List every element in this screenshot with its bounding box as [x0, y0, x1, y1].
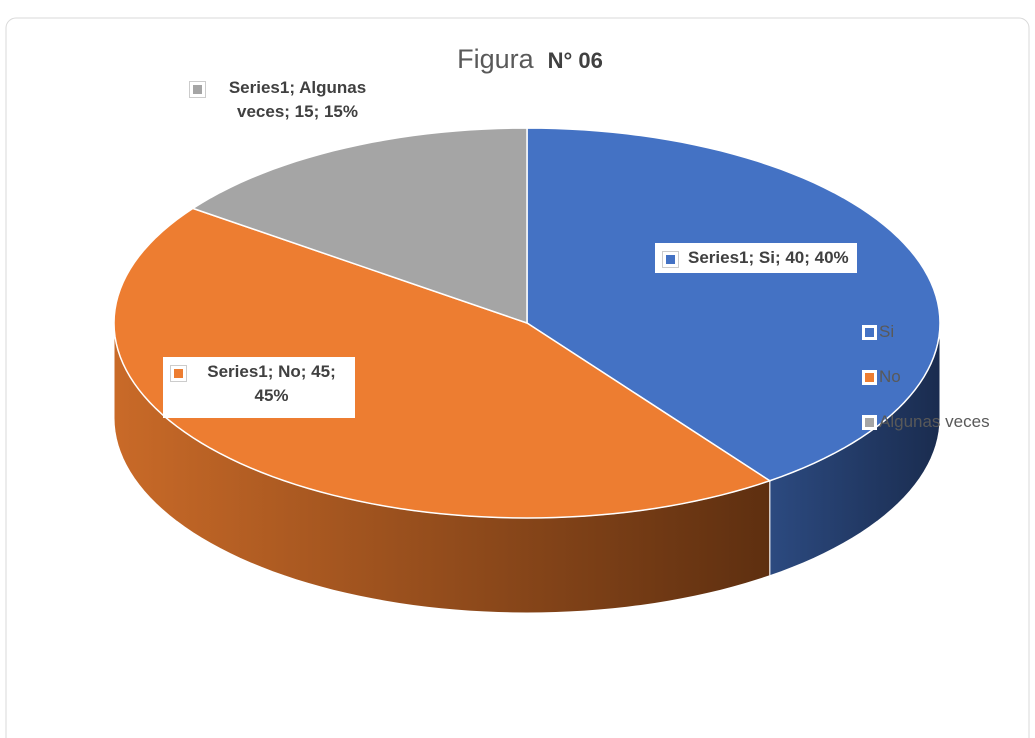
data-label: Series1; Algunas veces; 15; 15%	[228, 78, 367, 121]
legend-marker	[862, 414, 877, 430]
data-label-marker	[190, 82, 205, 97]
title-text: Figura	[457, 44, 535, 74]
legend-item: Algunas veces	[862, 412, 990, 432]
data-label-box: Series1; Si; 40; 40%	[655, 243, 857, 273]
data-label-marker	[663, 252, 678, 267]
data-label: Series1; No; 45; 45%	[207, 362, 336, 405]
legend-item: Si	[862, 322, 894, 342]
legend-label: No	[879, 367, 901, 386]
data-label-box: Series1; No; 45; 45%	[163, 357, 355, 418]
data-label-box: Series1; Algunas veces; 15; 15%	[190, 76, 380, 124]
legend-item: No	[862, 367, 901, 387]
chart-title: Figura N° 06	[457, 44, 603, 74]
title-number: N° 06	[548, 48, 603, 73]
legend-label: Algunas veces	[879, 412, 990, 431]
slice	[113, 207, 772, 519]
slice	[191, 127, 528, 325]
slice	[526, 127, 941, 482]
legend-label: Si	[879, 322, 895, 341]
legend-marker	[862, 369, 877, 385]
data-label-marker	[171, 366, 186, 381]
legend-marker	[862, 324, 877, 340]
data-label: Series1; Si; 40; 40%	[688, 248, 849, 267]
